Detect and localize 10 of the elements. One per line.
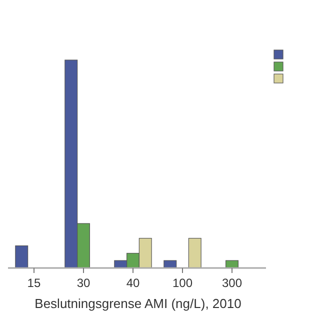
x-tick-label: 40: [126, 276, 140, 290]
bar: [226, 260, 238, 268]
x-tick-label: 300: [222, 276, 242, 290]
x-tick-label: 30: [76, 276, 90, 290]
bar: [164, 260, 177, 268]
bar: [188, 238, 202, 268]
x-axis-title: Beslutningsgrense AMI (ng/L), 2010: [34, 296, 242, 311]
x-tick-label: 100: [172, 276, 193, 290]
x-tick-label: 15: [27, 276, 41, 290]
bar: [15, 245, 28, 268]
